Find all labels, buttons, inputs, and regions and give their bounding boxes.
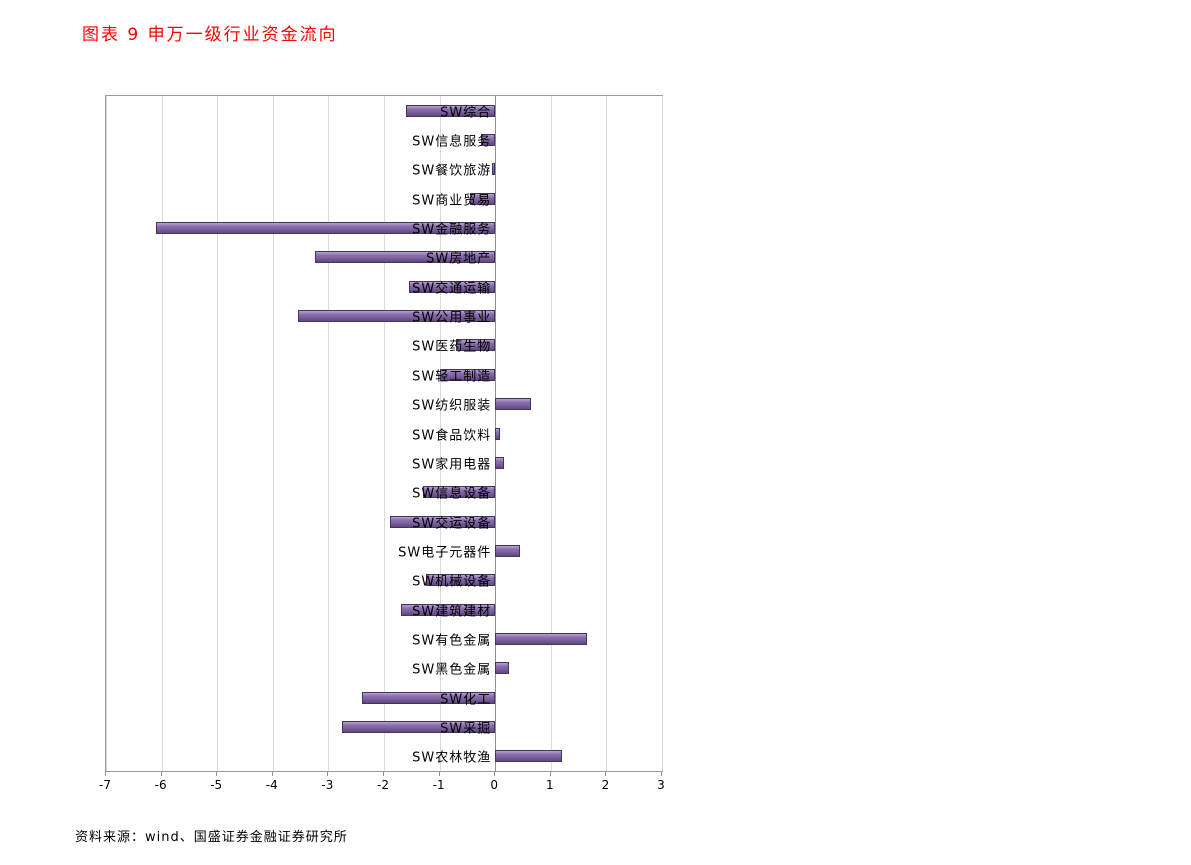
category-label: SW建筑建材 (412, 604, 492, 620)
category-label: SW轻工制造 (412, 369, 492, 385)
bar-SW纺织服装 (495, 398, 532, 411)
category-label: SW机械设备 (412, 574, 492, 590)
source-note: 资料来源：wind、国盛证券金融证券研究所 (75, 830, 348, 845)
x-tick-label: 3 (657, 778, 665, 792)
x-tick-label: -1 (432, 778, 445, 792)
axis-tick (216, 772, 218, 776)
gridline (384, 96, 385, 771)
gridline (272, 96, 274, 771)
chart-title: 图表 9 申万一级行业资金流向 (82, 25, 338, 45)
bar-SW金融服务 (156, 222, 496, 235)
axis-tick (105, 772, 106, 776)
bar-SW房地产 (314, 251, 496, 264)
category-label: SW交通运输 (412, 281, 492, 297)
x-tick-label: -5 (210, 778, 223, 792)
bar-SW黑色金属 (495, 662, 510, 675)
axis-tick (438, 772, 440, 776)
category-label: SW采掘 (440, 721, 492, 737)
bar-chart: SW综合 SW信息服务 SW餐饮旅游 SW商业贸易 SW金融服务 SW房地产 SW交通运输 S… (99, 95, 665, 792)
category-label: SW家用电器 (412, 457, 492, 473)
gridline (328, 96, 330, 771)
category-label: SW农林牧渔 (412, 750, 492, 766)
gridline (550, 96, 552, 771)
bar-SW有色金属 (495, 632, 587, 645)
bar-SW商业贸易 (470, 192, 496, 205)
bar-SW农林牧渔 (495, 750, 562, 763)
axis-tick (549, 772, 551, 776)
axis-tick (494, 772, 496, 776)
bar-SW餐饮旅游 (492, 163, 496, 176)
x-tick-label: 2 (601, 778, 610, 792)
x-tick-label: -2 (377, 778, 389, 792)
x-tick-label: 1 (545, 778, 554, 792)
category-label: SW电子元器件 (398, 545, 492, 561)
gridline (439, 96, 441, 771)
x-tick-label: -7 (99, 778, 111, 792)
bar-SW交运设备 (389, 515, 496, 528)
gridline (662, 96, 663, 771)
gridline (161, 96, 163, 771)
bar-SW采掘 (342, 720, 496, 733)
axis-tick (271, 772, 273, 776)
bar-SW轻工制造 (439, 368, 496, 381)
category-label: SW公用事业 (412, 310, 492, 326)
axis-tick (605, 772, 607, 776)
category-label: SW信息服务 (412, 134, 492, 150)
bar-SW建筑建材 (400, 603, 496, 616)
bar-SW公用事业 (297, 310, 496, 323)
category-label: SW金融服务 (412, 222, 492, 238)
category-label: SW餐饮旅游 (412, 163, 492, 179)
bar-SW电子元器件 (495, 544, 521, 557)
category-label: SW交运设备 (412, 516, 492, 532)
category-label: SW纺织服装 (412, 398, 492, 414)
gridline (606, 96, 608, 771)
gridline (217, 96, 219, 771)
x-tick-label: -3 (321, 778, 334, 792)
axis-tick (160, 772, 162, 776)
category-label: SW商业贸易 (412, 193, 492, 209)
category-label: SW黑色金属 (412, 662, 492, 678)
axis-tick (383, 772, 384, 776)
bar-SW信息设备 (422, 486, 496, 499)
bar-SW食品饮料 (495, 427, 500, 440)
bar-SW信息服务 (481, 134, 496, 147)
bar-SW综合 (406, 104, 496, 117)
category-label: SW有色金属 (412, 633, 492, 649)
category-label: SW医药生物 (412, 339, 492, 355)
axis-tick (661, 772, 662, 776)
bar-SW机械设备 (425, 574, 496, 587)
category-label: SW房地产 (426, 251, 492, 267)
x-tick-label: -4 (265, 778, 278, 792)
bar-SW交通运输 (409, 280, 496, 293)
gridline (106, 96, 107, 771)
plot-area: SW综合 SW信息服务 SW餐饮旅游 SW商业贸易 SW金融服务 SW房地产 SW交通运输 S… (105, 95, 663, 772)
x-tick-label: -6 (154, 778, 167, 792)
axis-tick (327, 772, 329, 776)
category-label: SW食品饮料 (412, 428, 492, 443)
category-label: SW综合 (440, 105, 492, 121)
x-tick-label: 0 (490, 778, 499, 792)
category-label: SW信息设备 (412, 486, 492, 502)
bar-SW医药生物 (456, 339, 496, 352)
bar-SW家用电器 (495, 456, 504, 469)
bar-SW化工 (361, 691, 496, 704)
category-label: SW化工 (440, 692, 492, 708)
